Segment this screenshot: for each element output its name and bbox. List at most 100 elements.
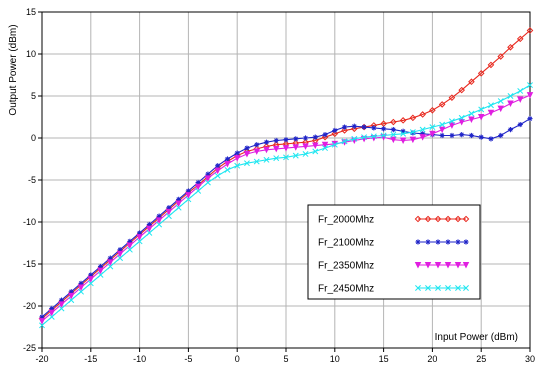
data-point-marker (454, 215, 462, 223)
data-point-marker (400, 128, 406, 134)
data-point-marker (68, 297, 75, 304)
data-point-marker (107, 263, 114, 270)
data-point-marker (390, 118, 397, 126)
data-point-marker (487, 109, 495, 117)
data-point-marker (370, 133, 377, 140)
data-point-marker (424, 215, 432, 223)
data-point-marker (224, 156, 231, 162)
data-point-marker (155, 217, 163, 224)
data-point-marker (116, 250, 124, 258)
data-point-marker (321, 141, 329, 149)
data-point-marker (478, 106, 485, 113)
data-point-marker (420, 131, 426, 137)
data-point-marker (434, 261, 442, 269)
data-point-marker (39, 322, 45, 329)
data-point-marker (204, 179, 211, 186)
x-tick-label: -20 (35, 354, 48, 364)
data-point-marker (429, 130, 436, 138)
data-point-marker (507, 43, 514, 51)
data-point-marker (117, 255, 124, 262)
series-fr-2450mhz (39, 82, 533, 329)
series-fr-2100mhz (39, 116, 533, 320)
data-point-marker (165, 208, 173, 216)
legend: Fr_2000Mhz Fr_2100Mhz Fr_2350Mhz Fr_2450Mhz (307, 204, 481, 300)
data-point-marker (244, 160, 250, 167)
data-point-marker (215, 163, 221, 169)
data-point-marker (195, 187, 202, 194)
data-point-marker (263, 156, 270, 163)
data-point-marker (331, 141, 338, 148)
data-point-marker (371, 125, 377, 131)
data-point-marker (458, 114, 465, 121)
legend-label: Fr_2450Mhz (318, 284, 374, 295)
data-point-marker (415, 239, 421, 245)
data-point-marker (419, 134, 426, 141)
data-point-marker (419, 111, 426, 118)
data-point-marker (234, 150, 240, 156)
data-point-marker (477, 70, 485, 77)
data-point-marker (399, 117, 407, 124)
data-point-marker (445, 239, 451, 245)
data-point-marker (322, 132, 328, 138)
data-point-marker (497, 105, 504, 113)
data-point-marker (78, 288, 84, 295)
data-point-marker (477, 114, 485, 121)
data-point-marker (497, 98, 504, 104)
data-point-marker (166, 205, 172, 211)
data-point-marker (175, 204, 182, 211)
data-point-marker (312, 148, 319, 155)
x-tick-label: 20 (427, 354, 437, 364)
data-point-marker (468, 116, 475, 124)
legend-label: Fr_2000Mhz (318, 215, 374, 226)
x-tick-label: -10 (133, 354, 146, 364)
data-point-marker (214, 167, 221, 175)
data-point-marker (263, 146, 270, 154)
data-point-marker (507, 100, 514, 108)
data-point-marker (507, 93, 514, 99)
data-point-marker (68, 289, 74, 295)
data-point-marker (78, 280, 84, 286)
series-line (41, 30, 531, 320)
data-point-marker (165, 213, 172, 220)
data-point-marker (434, 215, 442, 223)
data-point-marker (253, 158, 260, 165)
data-point-marker (425, 239, 431, 245)
data-point-marker (58, 305, 65, 312)
data-point-marker (516, 96, 524, 103)
data-point-marker (488, 102, 494, 109)
data-point-marker (68, 292, 75, 300)
data-point-marker (409, 114, 417, 122)
data-point-marker (390, 127, 396, 133)
data-point-marker (136, 238, 143, 245)
data-point-marker (487, 61, 495, 69)
data-point-marker (282, 145, 290, 152)
data-point-marker (409, 136, 417, 144)
data-point-marker (312, 134, 318, 140)
series-lines (38, 27, 534, 329)
data-point-marker (283, 137, 289, 143)
data-point-marker (468, 110, 475, 117)
data-point-marker (361, 134, 368, 141)
data-point-marker (516, 35, 524, 43)
data-point-marker (224, 166, 231, 173)
data-point-marker (253, 148, 260, 155)
data-point-marker (127, 238, 133, 244)
data-point-marker (88, 272, 94, 278)
data-point-marker (292, 152, 299, 159)
data-point-marker (322, 145, 328, 152)
data-point-marker (302, 143, 309, 150)
data-point-marker (414, 261, 422, 269)
data-point-marker (361, 124, 367, 130)
data-point-marker (97, 271, 104, 278)
data-point-marker (146, 221, 152, 228)
data-point-marker (414, 215, 422, 223)
data-point-marker (136, 234, 143, 241)
data-point-marker (243, 150, 251, 158)
data-point-marker (390, 131, 397, 138)
data-point-marker (351, 135, 358, 142)
data-point-marker (390, 136, 397, 144)
data-point-marker (341, 124, 348, 130)
data-point-marker (444, 215, 452, 223)
x-axis-ticks: -20 -15 -10 -5 0 5 10 15 20 25 30 (35, 348, 535, 364)
